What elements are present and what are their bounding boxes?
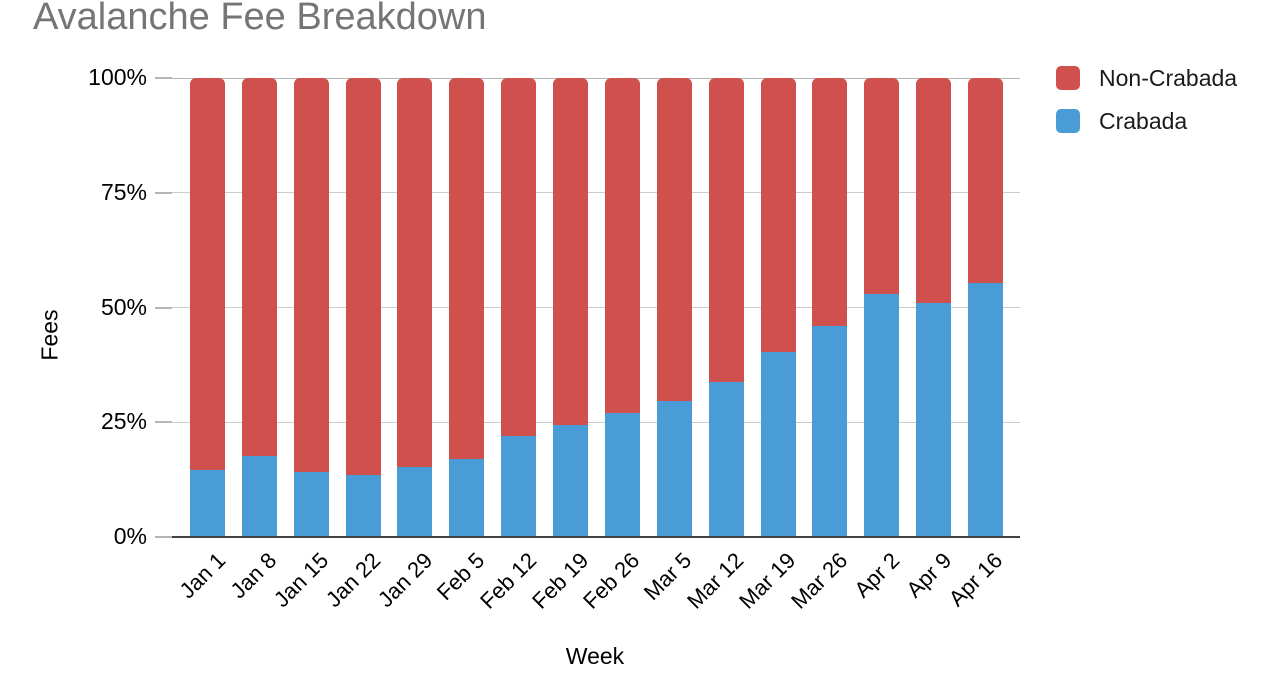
- bar-segment-crabada[interactable]: [553, 424, 589, 537]
- legend-label: Crabada: [1099, 108, 1188, 134]
- bar-segment-non-crabada[interactable]: [501, 78, 537, 437]
- y-tick-mark: [155, 421, 172, 424]
- legend-swatch-icon: [1056, 66, 1080, 90]
- bar-jan-1[interactable]: [190, 78, 225, 537]
- y-tick-mark: [155, 306, 172, 309]
- legend-label: Non-Crabada: [1099, 65, 1238, 91]
- gridline-25: [172, 421, 1020, 423]
- bar-segment-crabada[interactable]: [967, 283, 1003, 537]
- bar-segment-non-crabada[interactable]: [190, 78, 225, 471]
- bar-segment-non-crabada[interactable]: [553, 78, 589, 425]
- bar-segment-non-crabada[interactable]: [241, 78, 277, 456]
- bar-segment-non-crabada[interactable]: [293, 78, 329, 472]
- bar-mar-26[interactable]: [812, 78, 848, 537]
- bar-apr-16[interactable]: [967, 78, 1003, 537]
- bar-apr-2[interactable]: [864, 78, 900, 537]
- bar-segment-non-crabada[interactable]: [345, 78, 381, 475]
- bar-segment-non-crabada[interactable]: [760, 78, 796, 352]
- bar-segment-non-crabada[interactable]: [864, 78, 900, 294]
- legend: Non-Crabada Crabada: [1056, 66, 1237, 152]
- bar-segment-crabada[interactable]: [864, 293, 900, 537]
- x-axis-title: Week: [565, 643, 625, 669]
- bar-segment-crabada[interactable]: [604, 413, 640, 537]
- bar-segment-crabada[interactable]: [190, 470, 225, 537]
- bar-apr-9[interactable]: [916, 78, 952, 537]
- bar-segment-crabada[interactable]: [656, 400, 692, 537]
- bar-segment-non-crabada[interactable]: [967, 78, 1003, 284]
- bar-mar-19[interactable]: [760, 78, 796, 537]
- bar-segment-crabada[interactable]: [241, 455, 277, 537]
- bar-segment-crabada[interactable]: [293, 471, 329, 537]
- y-tick-mark: [155, 191, 172, 194]
- bar-segment-crabada[interactable]: [449, 458, 485, 537]
- bar-jan-22[interactable]: [345, 78, 381, 537]
- bar-jan-29[interactable]: [397, 78, 433, 537]
- bar-segment-non-crabada[interactable]: [656, 78, 692, 401]
- bar-jan-8[interactable]: [241, 78, 277, 537]
- gridline-100: [172, 77, 1020, 79]
- bar-segment-non-crabada[interactable]: [449, 78, 485, 459]
- gridline-75: [172, 192, 1020, 194]
- y-tick-mark: [155, 77, 172, 79]
- y-tick-label: 50%: [100, 293, 147, 320]
- bar-segment-non-crabada[interactable]: [812, 78, 848, 326]
- gridline-50: [172, 307, 1020, 308]
- bar-segment-crabada[interactable]: [345, 474, 381, 537]
- bar-feb-19[interactable]: [553, 78, 589, 537]
- bar-mar-5[interactable]: [656, 78, 692, 537]
- legend-swatch-icon: [1056, 109, 1080, 133]
- bar-segment-crabada[interactable]: [708, 381, 744, 537]
- y-tick-label: 100%: [88, 64, 147, 90]
- bar-jan-15[interactable]: [293, 78, 329, 537]
- bar-feb-5[interactable]: [449, 78, 485, 537]
- y-axis-title: Fees: [36, 309, 63, 361]
- y-tick-label: 0%: [113, 523, 147, 549]
- bar-segment-crabada[interactable]: [916, 302, 952, 537]
- bar-feb-26[interactable]: [604, 78, 640, 537]
- bar-mar-12[interactable]: [708, 78, 744, 537]
- bar-segment-crabada[interactable]: [760, 351, 796, 537]
- y-tick-mark: [155, 536, 172, 538]
- bar-segment-crabada[interactable]: [501, 436, 537, 537]
- bar-segment-non-crabada[interactable]: [604, 78, 640, 414]
- legend-item-crabada[interactable]: Crabada: [1056, 109, 1237, 133]
- bar-segment-non-crabada[interactable]: [916, 78, 952, 303]
- plot-area: 0% 25% 50% 75% 100% Jan 1 Jan 8 Jan 15 Jan 22 Ja…: [88, 66, 1020, 614]
- bar-feb-12[interactable]: [501, 78, 537, 537]
- bar-segment-non-crabada[interactable]: [397, 78, 433, 468]
- y-tick-label: 75%: [100, 178, 147, 205]
- bar-segment-non-crabada[interactable]: [708, 78, 744, 382]
- legend-item-non-crabada[interactable]: Non-Crabada: [1056, 66, 1237, 90]
- x-axis-line: [172, 536, 1020, 538]
- bar-segment-crabada[interactable]: [397, 467, 433, 537]
- chart-title: Avalanche Fee Breakdown: [33, 0, 487, 38]
- bar-segment-crabada[interactable]: [812, 325, 848, 537]
- y-tick-label: 25%: [100, 408, 147, 435]
